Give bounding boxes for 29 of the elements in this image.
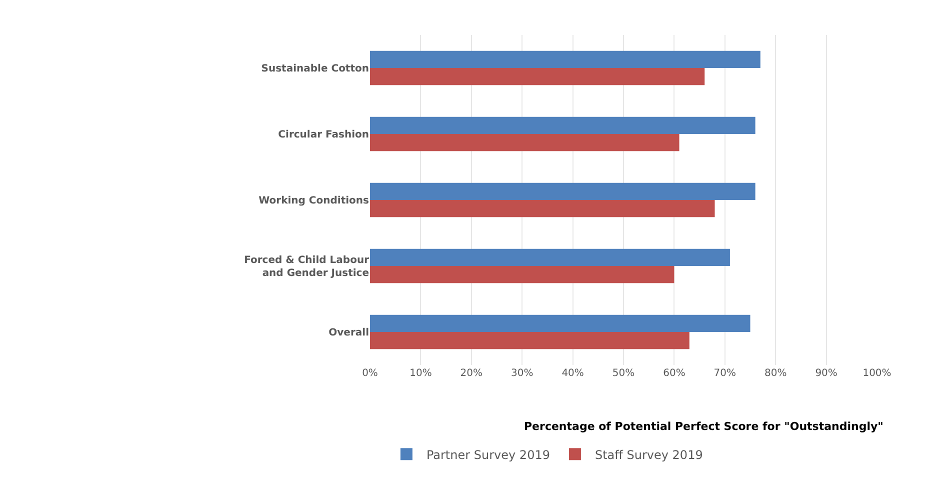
x-tick-label: 0% [362, 368, 378, 379]
y-tick-label: Forced & Child Labour and Gender Justice [244, 255, 370, 279]
x-tick-label: 90% [815, 368, 838, 379]
bar [370, 332, 690, 350]
bar [370, 116, 756, 134]
y-tick-label: Working Conditions [258, 196, 370, 206]
bar [370, 266, 674, 284]
bar [370, 134, 680, 152]
bar [370, 200, 715, 218]
y-tick-label: Overall [328, 328, 369, 338]
x-axis-title: Percentage of Potential Perfect Score for "Outstandingly" [524, 420, 884, 433]
x-tick-label: 30% [510, 368, 534, 379]
bar [370, 68, 705, 86]
x-tick-label: 10% [410, 368, 432, 379]
bar [370, 182, 756, 200]
y-tick-label: Circular Fashion [278, 130, 369, 140]
x-tick-label: 40% [562, 368, 584, 379]
x-tick-label: 20% [460, 368, 483, 379]
x-tick-label: 60% [663, 368, 686, 379]
bar [370, 248, 730, 266]
x-tick-label: 100% [862, 368, 892, 379]
x-tick-label: 50% [612, 368, 635, 379]
bar [370, 50, 760, 68]
x-tick-label: 70% [714, 368, 736, 379]
bar [370, 314, 750, 332]
x-tick-label: 80% [764, 368, 787, 379]
legend-label: Partner Survey 2019 [426, 448, 550, 462]
y-tick-label: Sustainable Cotton [261, 64, 369, 74]
legend-label: Staff Survey 2019 [594, 448, 703, 462]
